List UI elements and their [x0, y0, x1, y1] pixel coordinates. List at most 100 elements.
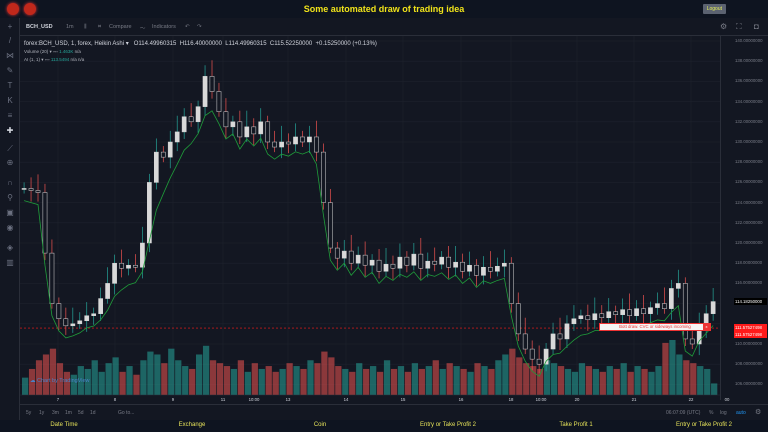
- field-label: Take Profit 1: [559, 422, 593, 428]
- page-title: Some automated draw of trading idea: [303, 4, 465, 14]
- price-tick-label: 130.00000000: [735, 139, 763, 144]
- candle-body: [432, 260, 438, 265]
- indicators-icon[interactable]: 〜: [140, 26, 146, 32]
- volume-bar: [237, 360, 245, 395]
- volume-bar: [70, 374, 77, 395]
- volume-bar: [669, 340, 676, 395]
- volume-bar: [196, 354, 203, 395]
- low-value: L114.49960315: [225, 41, 267, 47]
- magnet-icon[interactable]: ∩: [7, 178, 13, 187]
- eye-icon[interactable]: ◉: [6, 223, 14, 232]
- range-1d[interactable]: 1d: [90, 410, 96, 416]
- symbol-button[interactable]: BCH_USD: [26, 24, 53, 30]
- candle-body: [488, 266, 493, 272]
- lock-icon[interactable]: ▣: [6, 208, 14, 217]
- ai-study-label[interactable]: AI (1, 1): [24, 57, 41, 62]
- volume-bar: [182, 366, 189, 395]
- price-tick-label: 138.00000000: [735, 58, 763, 64]
- candle-body: [599, 313, 605, 318]
- goto-button[interactable]: Go to...: [118, 410, 135, 416]
- logout-button[interactable]: Logout: [702, 4, 726, 14]
- range-1y[interactable]: 1y: [39, 410, 45, 416]
- volume-bar: [634, 366, 641, 395]
- volume-bar: [599, 371, 606, 395]
- volume-bar: [370, 366, 377, 395]
- open-value: O114.49960315: [133, 41, 177, 47]
- volume-bar: [189, 368, 196, 395]
- pattern-icon[interactable]: K: [7, 96, 13, 105]
- lock-drawing-icon[interactable]: ⚲: [7, 193, 13, 202]
- candle-body: [251, 126, 257, 135]
- volume-bar: [620, 363, 627, 395]
- zoom-icon[interactable]: ⊕: [6, 158, 14, 167]
- candle-body: [369, 259, 375, 266]
- volume-bar: [662, 342, 669, 395]
- compare-icon[interactable]: ⌗: [98, 24, 102, 30]
- volume-bar: [286, 363, 293, 395]
- redo-icon[interactable]: ↷: [197, 24, 202, 30]
- clock: 06:07:09 (UTC): [666, 410, 701, 416]
- volume-bar: [42, 354, 50, 395]
- time-tick-label: 00: [724, 397, 730, 402]
- candle-body: [265, 121, 271, 143]
- alert-icon[interactable]: [24, 3, 36, 15]
- ruler-icon[interactable]: ⟋: [7, 144, 13, 153]
- volume-bar: [557, 366, 565, 395]
- percent-toggle[interactable]: %: [709, 410, 714, 416]
- camera-icon[interactable]: ◘: [754, 22, 759, 31]
- field-label: Exchange: [178, 422, 206, 428]
- close-value: C115.52250000: [269, 41, 313, 47]
- brush-icon[interactable]: ✎: [6, 66, 14, 75]
- text-icon[interactable]: T: [7, 81, 13, 90]
- range-3m[interactable]: 3m: [52, 410, 59, 416]
- volume-bar: [711, 383, 718, 395]
- layers-icon[interactable]: ◈: [6, 243, 14, 252]
- volume-bar: [446, 363, 453, 395]
- compare-button[interactable]: Compare: [109, 24, 132, 30]
- trendline-icon[interactable]: /: [8, 36, 12, 45]
- alert-icon[interactable]: [7, 3, 19, 15]
- log-toggle[interactable]: log: [720, 410, 727, 416]
- volume-bar: [272, 371, 279, 395]
- measure-icon[interactable]: ≡: [7, 111, 13, 120]
- price-axis[interactable]: [720, 36, 768, 400]
- time-tick-label: 11: [220, 397, 226, 402]
- pitchfork-icon[interactable]: ⋈: [6, 51, 14, 60]
- candle-body: [160, 151, 166, 158]
- watermark[interactable]: ☁ Chart by TradingView: [30, 378, 90, 384]
- settings-icon[interactable]: ⚙: [755, 409, 762, 416]
- candle-body: [49, 252, 55, 304]
- interval-button[interactable]: 1m: [66, 24, 74, 30]
- volume-bar: [523, 363, 530, 395]
- price-tick-label: 124.00000000: [735, 199, 763, 205]
- volume-bar: [202, 345, 210, 395]
- volume-bar: [349, 371, 356, 395]
- close-icon[interactable]: x: [703, 324, 710, 330]
- time-tick-label: 21: [631, 397, 637, 402]
- field-label: Entry or Take Profit 2: [676, 422, 732, 428]
- volume-bar: [571, 371, 579, 395]
- settings-icon[interactable]: ⚙: [720, 22, 728, 31]
- candle-body: [28, 188, 34, 191]
- volume-bar: [544, 360, 551, 395]
- chart-type-icon[interactable]: ⫼: [84, 24, 87, 30]
- fullscreen-icon[interactable]: ⛶: [736, 22, 742, 31]
- volume-study-label[interactable]: Volume (20): [24, 49, 49, 54]
- candle-body: [195, 106, 201, 123]
- range-1m[interactable]: 1m: [65, 410, 72, 416]
- range-5y[interactable]: 5y: [26, 410, 32, 416]
- bottom-toolbar: 5y 1y 3m 1m 5d 1d Go to... 06:07:09 (UTC…: [20, 404, 768, 419]
- series-title[interactable]: forex:BCH_USD, 1, forex, Heikin Ashi: [24, 41, 125, 47]
- volume-bar: [251, 363, 258, 395]
- auto-toggle[interactable]: auto: [736, 410, 746, 416]
- range-5d[interactable]: 5d: [78, 410, 84, 416]
- arrow-icon[interactable]: ✚: [6, 126, 14, 135]
- idea-annotation[interactable]: Bott draw. CVC or sideways incoming x: [599, 323, 711, 331]
- change-value: +0.15250000 (+0.13%): [315, 41, 377, 47]
- indicators-button[interactable]: Indicators: [152, 24, 176, 30]
- trash-icon[interactable]: ▥: [6, 258, 14, 267]
- price-tick-label: 128.00000000: [735, 159, 763, 165]
- undo-icon[interactable]: ↶: [185, 24, 190, 30]
- crosshair-icon[interactable]: +: [7, 22, 13, 31]
